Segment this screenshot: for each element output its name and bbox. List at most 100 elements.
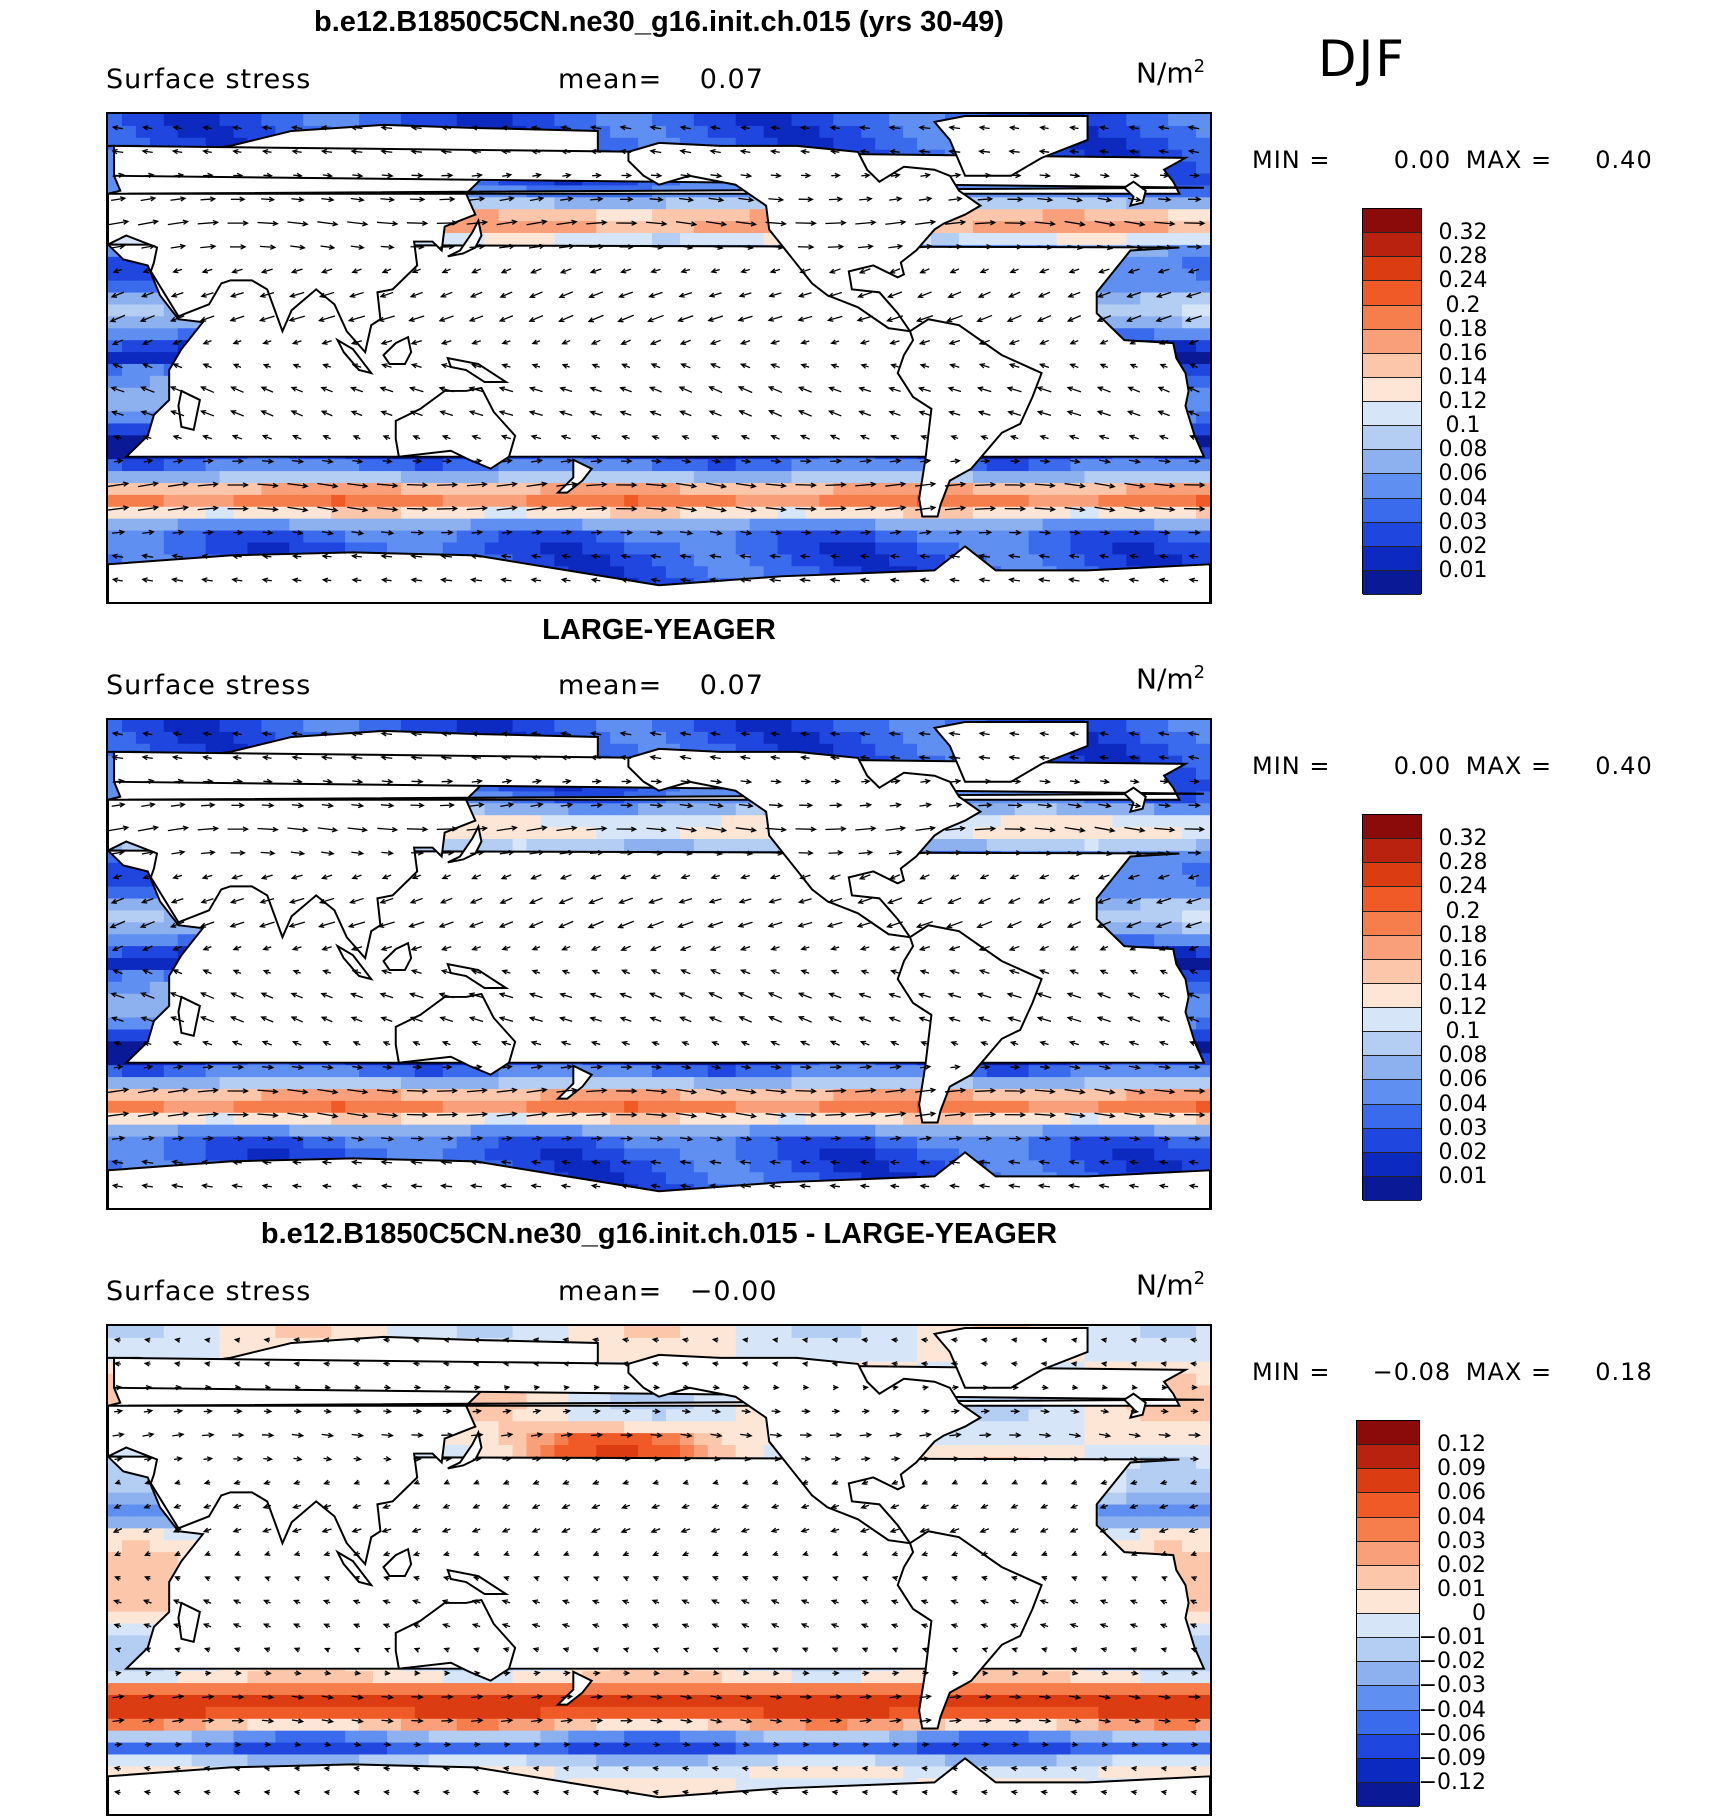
vector-arrow-head [619, 124, 626, 131]
field-cell [707, 494, 723, 508]
vector-arrow-head [438, 386, 446, 392]
vector-arrow [287, 221, 308, 225]
vector-arrow-head [141, 553, 148, 559]
vector-arrow-head [169, 386, 177, 392]
field-cell [903, 518, 918, 532]
field-cell [1028, 459, 1044, 472]
panel-1-mean-label: mean= [558, 64, 663, 95]
vector-arrow-head [381, 363, 388, 369]
field-cell [1112, 137, 1127, 151]
field-cell [735, 530, 751, 544]
field-cell [1112, 518, 1127, 532]
field-cell [1182, 292, 1197, 306]
vector-arrow-head [889, 553, 896, 560]
field-cell [777, 494, 793, 508]
field-cell [582, 530, 597, 544]
field-cell [400, 459, 416, 472]
vector-arrow-head [775, 172, 782, 179]
vector-arrow-head [619, 148, 627, 155]
field-cell [1000, 233, 1016, 246]
field-cell [610, 506, 625, 520]
field-cell [1126, 256, 1141, 270]
field-cell [707, 471, 723, 484]
vector-arrow-head [980, 435, 987, 441]
vector-arrow-head [799, 148, 807, 155]
vector-arrow [889, 411, 901, 417]
field-cell [707, 221, 723, 234]
field-cell [1168, 256, 1183, 270]
field-cell [652, 233, 667, 246]
field-cell [1112, 292, 1127, 306]
field-cell [582, 209, 597, 222]
field-cell [1196, 256, 1210, 270]
field-cell [917, 518, 932, 532]
vector-arrow-head [720, 221, 728, 227]
vector-arrow-head [1008, 363, 1016, 369]
field-cell [735, 720, 751, 733]
vector-arrow [800, 579, 811, 582]
vector-arrow-head [531, 363, 539, 369]
field-cell [1000, 221, 1016, 234]
field-cell [526, 494, 542, 508]
vector-arrow-head [377, 316, 385, 323]
vector-arrow [738, 386, 753, 394]
field-cell [1056, 197, 1072, 210]
vector-arrow-head [919, 268, 926, 274]
vector-arrow-head [650, 268, 657, 274]
vector-arrow [172, 531, 184, 534]
vector-arrow-head [767, 386, 775, 392]
vector-arrow [650, 339, 662, 345]
field-cell [456, 518, 472, 532]
vector-arrow-head [410, 577, 417, 583]
vector-arrow-head [924, 172, 932, 179]
vector-arrow-head [236, 172, 244, 179]
vector-arrow-head [239, 196, 246, 203]
field-cell [1140, 233, 1155, 246]
vector-arrow-head [807, 196, 814, 203]
vector-arrow [262, 531, 273, 534]
vector-arrow-head [750, 221, 758, 227]
vector-arrow-head [685, 458, 692, 464]
vector-arrow-head [926, 243, 933, 250]
vector-arrow-head [1014, 458, 1021, 464]
vector-arrow [436, 222, 457, 225]
vector-arrow [735, 221, 756, 226]
vector-arrow [466, 507, 487, 511]
field-cell [791, 459, 807, 472]
vector-arrow [919, 411, 931, 416]
field-cell [763, 482, 779, 496]
vector-arrow-head [1188, 339, 1195, 345]
field-cell [317, 459, 332, 472]
vector-arrow [948, 291, 962, 298]
vector-arrow [1094, 482, 1115, 488]
field-cell [1182, 542, 1197, 555]
vector-arrow [410, 291, 423, 298]
vector-arrow-head [1019, 220, 1027, 226]
field-cell [205, 494, 221, 508]
field-cell [819, 125, 834, 139]
vector-arrow-head [530, 149, 538, 155]
field-cell [721, 566, 737, 579]
vector-arrow-head [1017, 196, 1024, 203]
vector-arrow-head [408, 316, 415, 322]
field-cell [400, 542, 416, 555]
vector-arrow [709, 410, 722, 417]
field-cell [1028, 471, 1044, 484]
vector-arrow-head [476, 458, 483, 464]
field-cell [777, 720, 793, 733]
field-cell [1112, 125, 1127, 139]
vector-arrow-head [865, 458, 873, 464]
field-cell [763, 720, 779, 733]
field-cell [484, 506, 500, 520]
vector-arrow [1097, 410, 1111, 417]
vector-arrow-head [528, 293, 536, 298]
field-cell [275, 518, 290, 532]
vector-arrow [741, 363, 751, 369]
field-cell [317, 482, 332, 496]
vector-arrow-head [1015, 529, 1022, 536]
field-cell [707, 114, 723, 127]
vector-arrow-head [1019, 506, 1027, 512]
vector-arrow-head [799, 125, 807, 131]
field-cell [665, 125, 681, 139]
field-cell [693, 720, 709, 733]
